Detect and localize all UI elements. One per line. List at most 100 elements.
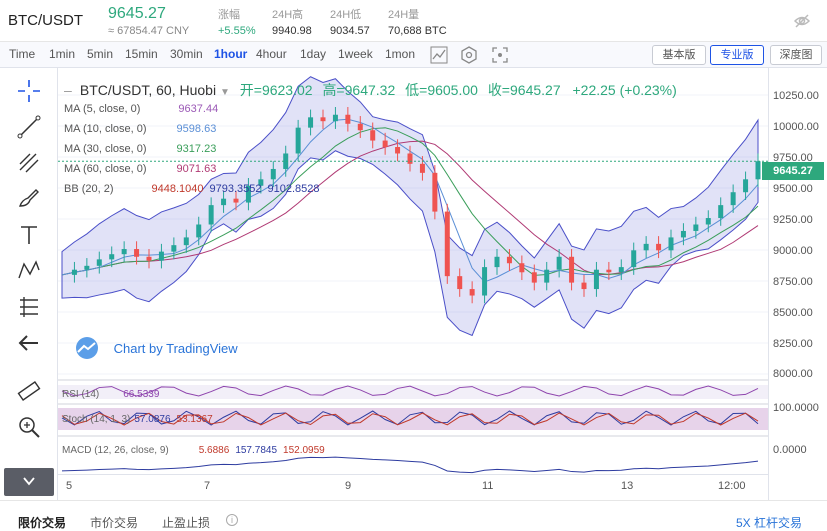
stoch-d-line (61, 412, 759, 426)
ytick: 9000.00 (773, 245, 813, 257)
candle-body (370, 130, 376, 141)
candle-body (283, 153, 289, 169)
candle-body (270, 168, 276, 180)
margin-trade-link[interactable]: 5X 杠杆交易 (736, 516, 803, 530)
candle-body (544, 269, 550, 283)
hide-eye-icon[interactable] (793, 12, 811, 30)
candle-body (680, 230, 686, 238)
candle-body (84, 265, 90, 270)
info-icon[interactable]: i (226, 514, 238, 526)
candle-body (109, 254, 115, 260)
candle-body (233, 198, 239, 203)
indicator-ma10[interactable]: MA (10, close, 0) 9598.63 (64, 123, 217, 135)
chevron-down-icon (23, 477, 35, 486)
ytick: 9500.00 (773, 183, 813, 195)
collapse-toolbar-button[interactable] (4, 468, 54, 496)
price-cny: ≈ 67854.47 CNY (108, 25, 190, 37)
ohlc-low: 9605.00 (427, 82, 478, 98)
rsi-band (58, 385, 768, 399)
xtick: 13 (621, 480, 634, 492)
tab-stop-order[interactable]: 止盈止损 (162, 516, 211, 530)
brush-icon[interactable] (16, 186, 42, 212)
rsi-line (61, 385, 759, 397)
candle-body (158, 251, 164, 261)
indicators-icon[interactable] (430, 46, 448, 64)
candle-body (332, 114, 338, 122)
stat-high: 24H高 9940.98 (272, 9, 312, 37)
candle-body (730, 192, 736, 206)
view-depth-button[interactable]: 深度图 (770, 45, 822, 65)
settings-icon[interactable] (460, 46, 478, 64)
candle-body (71, 269, 77, 275)
candle-body (245, 185, 251, 203)
ytick: 10000.00 (773, 121, 819, 133)
candle-body (382, 140, 388, 148)
tf-1day[interactable]: 1day (300, 47, 327, 61)
tf-4hour[interactable]: 4hour (256, 47, 287, 61)
stoch-k-line (61, 410, 759, 426)
candle-body (171, 245, 177, 252)
tf-1min[interactable]: 1min (49, 47, 76, 61)
ytick: 8250.00 (773, 338, 813, 350)
tf-15min[interactable]: 15min (125, 47, 158, 61)
order-tabs: 限价交易 市价交易 止盈止损 i 5X 杠杆交易 (0, 500, 827, 530)
tradingview-watermark[interactable]: Chart by TradingView (72, 337, 238, 359)
ytick: 9750.00 (773, 152, 813, 164)
fib-icon[interactable] (16, 150, 42, 176)
pattern-icon[interactable] (16, 258, 42, 284)
fullscreen-icon[interactable] (491, 46, 509, 64)
candle-body (618, 267, 624, 273)
stat-volume: 24H量 70,688 BTC (388, 9, 447, 37)
candle-body (320, 117, 326, 122)
tf-1mon[interactable]: 1mon (385, 47, 416, 61)
tf-time[interactable]: Time (9, 47, 36, 61)
candle-body (705, 218, 711, 225)
candle-body (569, 256, 575, 283)
time-axis[interactable]: 5 7 9 11 13 12:00 (58, 474, 768, 500)
arrow-left-icon[interactable] (16, 330, 42, 356)
tab-market-order[interactable]: 市价交易 (90, 516, 139, 530)
candle-body (258, 179, 264, 186)
tab-limit-order[interactable]: 限价交易 (18, 516, 67, 530)
candle-body (743, 179, 749, 193)
stoch-legend[interactable]: Stoch (14, 1, 3) 57.0876 53.1367 (62, 414, 213, 425)
text-icon[interactable] (16, 222, 42, 248)
candle-body (668, 237, 674, 251)
xtick: 7 (204, 480, 211, 492)
candle-body (345, 114, 351, 124)
macd-line (61, 456, 759, 474)
stat-low: 24H低 9034.57 (330, 9, 370, 37)
zoom-icon[interactable] (16, 414, 42, 440)
ohlc-open: 9623.02 (261, 82, 313, 98)
view-basic-button[interactable]: 基本版 (652, 45, 706, 65)
measure-lines-icon[interactable] (16, 294, 42, 320)
macd-legend[interactable]: MACD (12, 26, close, 9) 5.6886 157.7845 152… (62, 445, 325, 456)
candle-body (457, 276, 463, 290)
tf-1week[interactable]: 1week (338, 47, 373, 61)
indicator-ma60[interactable]: MA (60, close, 0) 9071.63 (64, 163, 217, 175)
price-chart[interactable] (58, 68, 768, 500)
ytick: 8000.00 (773, 368, 813, 380)
candle-body (494, 256, 500, 268)
view-pro-button[interactable]: 专业版 (710, 45, 764, 65)
indicator-bb[interactable]: BB (20, 2) 9448.1040 9793.3552 9102.8528 (64, 183, 320, 195)
rsi-legend[interactable]: RSI (14) 66.5339 (62, 389, 160, 400)
indicator-ma30[interactable]: MA (30, close, 0) 9317.23 (64, 143, 217, 155)
tf-30min[interactable]: 30min (170, 47, 203, 61)
trendline-icon[interactable] (16, 114, 42, 140)
pair-name[interactable]: BTC/USDT (8, 12, 83, 29)
price-axis[interactable]: 10250.00 10000.00 9750.00 9500.00 9250.0… (768, 68, 827, 500)
ticker-header: BTC/USDT 9645.27 ≈ 67854.47 CNY 涨幅 +5.55%… (0, 0, 827, 42)
macd-scale: 0.0000 (773, 444, 807, 456)
chart-collapse-icon[interactable]: – (64, 82, 72, 98)
tradingview-logo-icon (76, 337, 98, 359)
tf-5min[interactable]: 5min (87, 47, 114, 61)
ruler-icon[interactable] (16, 378, 42, 404)
candle-body (718, 205, 724, 219)
indicator-ma5[interactable]: MA (5, close, 0) 9637.44 (64, 103, 219, 115)
candle-body (395, 147, 401, 154)
crosshair-icon[interactable] (16, 78, 42, 104)
tf-1hour[interactable]: 1hour (214, 47, 248, 61)
candle-body (531, 272, 537, 283)
candle-body (419, 163, 425, 173)
